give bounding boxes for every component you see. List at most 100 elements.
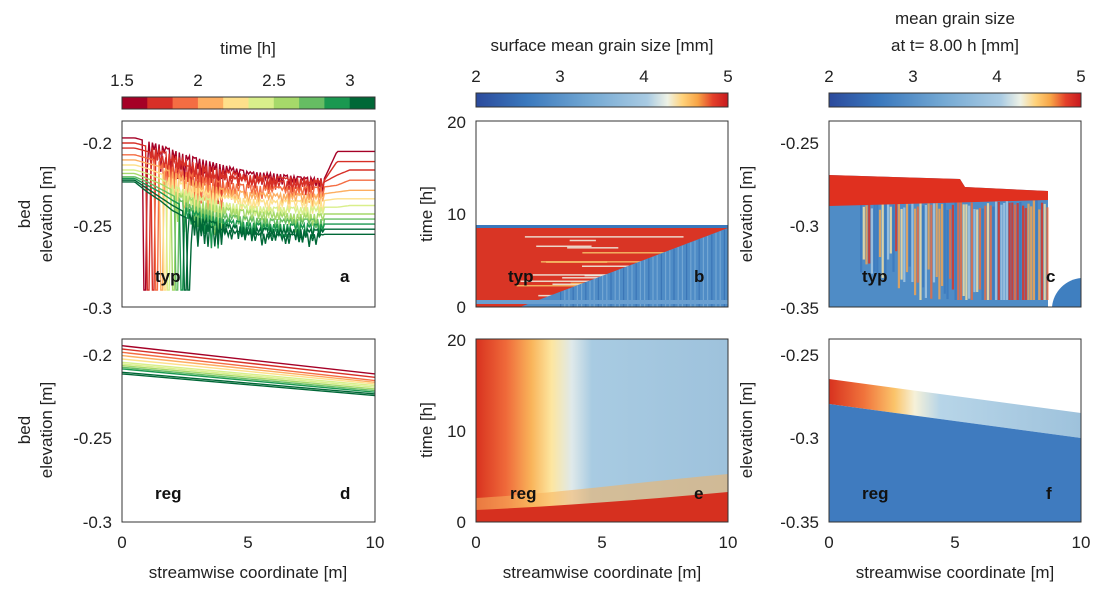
- panel-c-streak-59: [1019, 201, 1022, 300]
- panel-c-streak-5: [873, 201, 876, 272]
- panel-a-series-10: [122, 179, 375, 291]
- panel-a-ylabel-line2: elevation [m]: [37, 166, 56, 262]
- panel-d-regime-label: reg: [155, 484, 181, 503]
- panel-c-streak-57: [1013, 204, 1017, 300]
- panel-a-frame: [121, 120, 376, 308]
- colorbar-surface-grain: surface mean grain size [mm] 2 3 4 5: [471, 36, 733, 108]
- panel-e-letter: e: [694, 484, 703, 503]
- panel-b-heatmap: [476, 121, 728, 307]
- panel-e-heatmap: [476, 339, 728, 522]
- panel-b-wedge-streak-8: [593, 279, 595, 307]
- panel-b-ytick-1: 20: [447, 113, 466, 132]
- panel-b-wedge-streak-5: [581, 283, 583, 307]
- panel-c-streak-16: [903, 207, 906, 283]
- panel-f-ytick-2: -0.3: [790, 429, 819, 448]
- panel-d-ytick-3: -0.3: [83, 513, 112, 532]
- panel-b-streak-12: [532, 274, 672, 276]
- panel-b-wedge-streak-27: [673, 248, 675, 307]
- panel-e-regime-label: reg: [510, 484, 536, 503]
- panel-c-streak-32: [946, 209, 949, 300]
- panel-f-ytick-1: -0.25: [780, 346, 819, 365]
- panel-c-ytick-1: -0.25: [780, 134, 819, 153]
- colorbar-time: time [h] 1.5 2 2.5 3: [110, 39, 376, 110]
- panel-d-series-5: [122, 361, 375, 387]
- panel-d-xtick-5: 5: [243, 533, 252, 552]
- panel-f-xtick-0: 0: [824, 533, 833, 552]
- panel-d-ytick-2: -0.25: [73, 429, 112, 448]
- panel-c-streak-49: [992, 206, 995, 300]
- panel-d-ytick-1: -0.2: [83, 346, 112, 365]
- panel-b-wedge-streak-9: [597, 277, 599, 307]
- colorbar-grain-at-time-title-line2: at t= 8.00 h [mm]: [891, 36, 1019, 55]
- panel-b-wedge-streak-19: [639, 261, 641, 307]
- panel-b-streak-11: [582, 252, 726, 254]
- colorbar-grain-at-time-tick-3: 3: [908, 67, 917, 86]
- panel-c-streak-60: [1022, 205, 1025, 300]
- panel-c-streak-46: [984, 205, 987, 300]
- panel-a-series-11: [122, 181, 375, 291]
- colorbar-grain-at-time-frame: [828, 92, 1082, 108]
- colorbar-time-swatch-7: [299, 97, 325, 109]
- panel-c-streak-38: [962, 204, 965, 297]
- panel-c-streak-10: [887, 203, 890, 260]
- panel-b-wedge-streak-6: [585, 282, 587, 307]
- panel-d-series-11: [122, 373, 375, 397]
- panel-a-ylabel-line1: bed: [15, 200, 34, 228]
- panel-c-streak-45: [981, 208, 984, 300]
- colorbar-time-swatch-0: [122, 97, 148, 109]
- panel-f-frame: [828, 338, 1082, 523]
- panel-c-streak-35: [954, 201, 957, 300]
- panel-c-ytick-2: -0.3: [790, 217, 819, 236]
- panel-c-streak-14: [897, 201, 900, 289]
- panel-c-streak-54: [1005, 200, 1008, 300]
- panel-c-ytick-3: -0.35: [780, 299, 819, 318]
- panel-b-letter: b: [694, 267, 704, 286]
- panel-f-xtick-10: 10: [1072, 533, 1091, 552]
- panel-c-heatmap: [829, 175, 1081, 307]
- panel-c-streak-41: [970, 202, 973, 300]
- panel-c-streak-0: [860, 201, 863, 273]
- panel-c-streak-3: [868, 201, 871, 264]
- panel-a: -0.2 -0.25 -0.3 bed elevation [m] typ a: [15, 120, 376, 318]
- panel-d-series-0: [122, 345, 375, 375]
- colorbar-grain-at-time-tick-5: 5: [1076, 67, 1085, 86]
- panel-e-xlabel: streamwise coordinate [m]: [503, 563, 701, 582]
- panel-d-series-10: [122, 371, 375, 395]
- panel-c-streak-18: [908, 205, 911, 267]
- panel-d-series-8: [122, 366, 375, 392]
- panel-f: -0.25 -0.3 -0.35 elevation [m] 0 5 10 st…: [737, 338, 1091, 582]
- colorbar-surface-grain-frame: [475, 92, 729, 108]
- panel-a-series-8: [122, 176, 375, 291]
- panel-c-streak-2: [865, 205, 868, 265]
- panel-d-ylabel-line1: bed: [15, 416, 34, 444]
- panel-c-streak-36: [957, 201, 960, 300]
- panel-d-letter: d: [340, 484, 350, 503]
- panel-c-streak-9: [884, 200, 887, 274]
- colorbar-surface-grain-gradient: [476, 93, 728, 107]
- panel-c-streak-29: [938, 208, 941, 300]
- panel-c-streak-68: [1043, 203, 1046, 300]
- panel-b-end-line: [476, 225, 728, 228]
- panel-c-streak-22: [919, 200, 922, 300]
- panel-b-wedge-streak-12: [610, 272, 612, 307]
- colorbar-time-tick-3: 3: [345, 71, 354, 90]
- colorbar-time-swatch-9: [349, 97, 376, 109]
- panel-b-wedge-streak-2: [568, 288, 570, 307]
- panel-e-xtick-5: 5: [597, 533, 606, 552]
- panel-c-streak-48: [989, 205, 992, 300]
- panel-c-streak-66: [1038, 209, 1041, 300]
- panel-c-streak-44: [978, 207, 981, 290]
- colorbar-surface-grain-tick-3: 3: [555, 67, 564, 86]
- colorbar-time-swatch-6: [273, 97, 300, 109]
- panel-c-ylabel: elevation [m]: [737, 166, 756, 262]
- panel-d-series-6: [122, 363, 375, 388]
- panel-c-frame: [828, 120, 1082, 308]
- panel-c-streak-53: [1003, 202, 1006, 300]
- panel-b-wedge-streak-33: [698, 239, 700, 307]
- panel-b-wedge-streak-18: [635, 263, 637, 307]
- panel-b-wedge-streak-22: [652, 256, 654, 307]
- panel-e-bottom-coarse: [476, 492, 728, 522]
- panel-c-regime-label: typ: [862, 267, 888, 286]
- colorbar-surface-grain-title: surface mean grain size [mm]: [491, 36, 714, 55]
- panel-c-streak-69: [1046, 207, 1049, 300]
